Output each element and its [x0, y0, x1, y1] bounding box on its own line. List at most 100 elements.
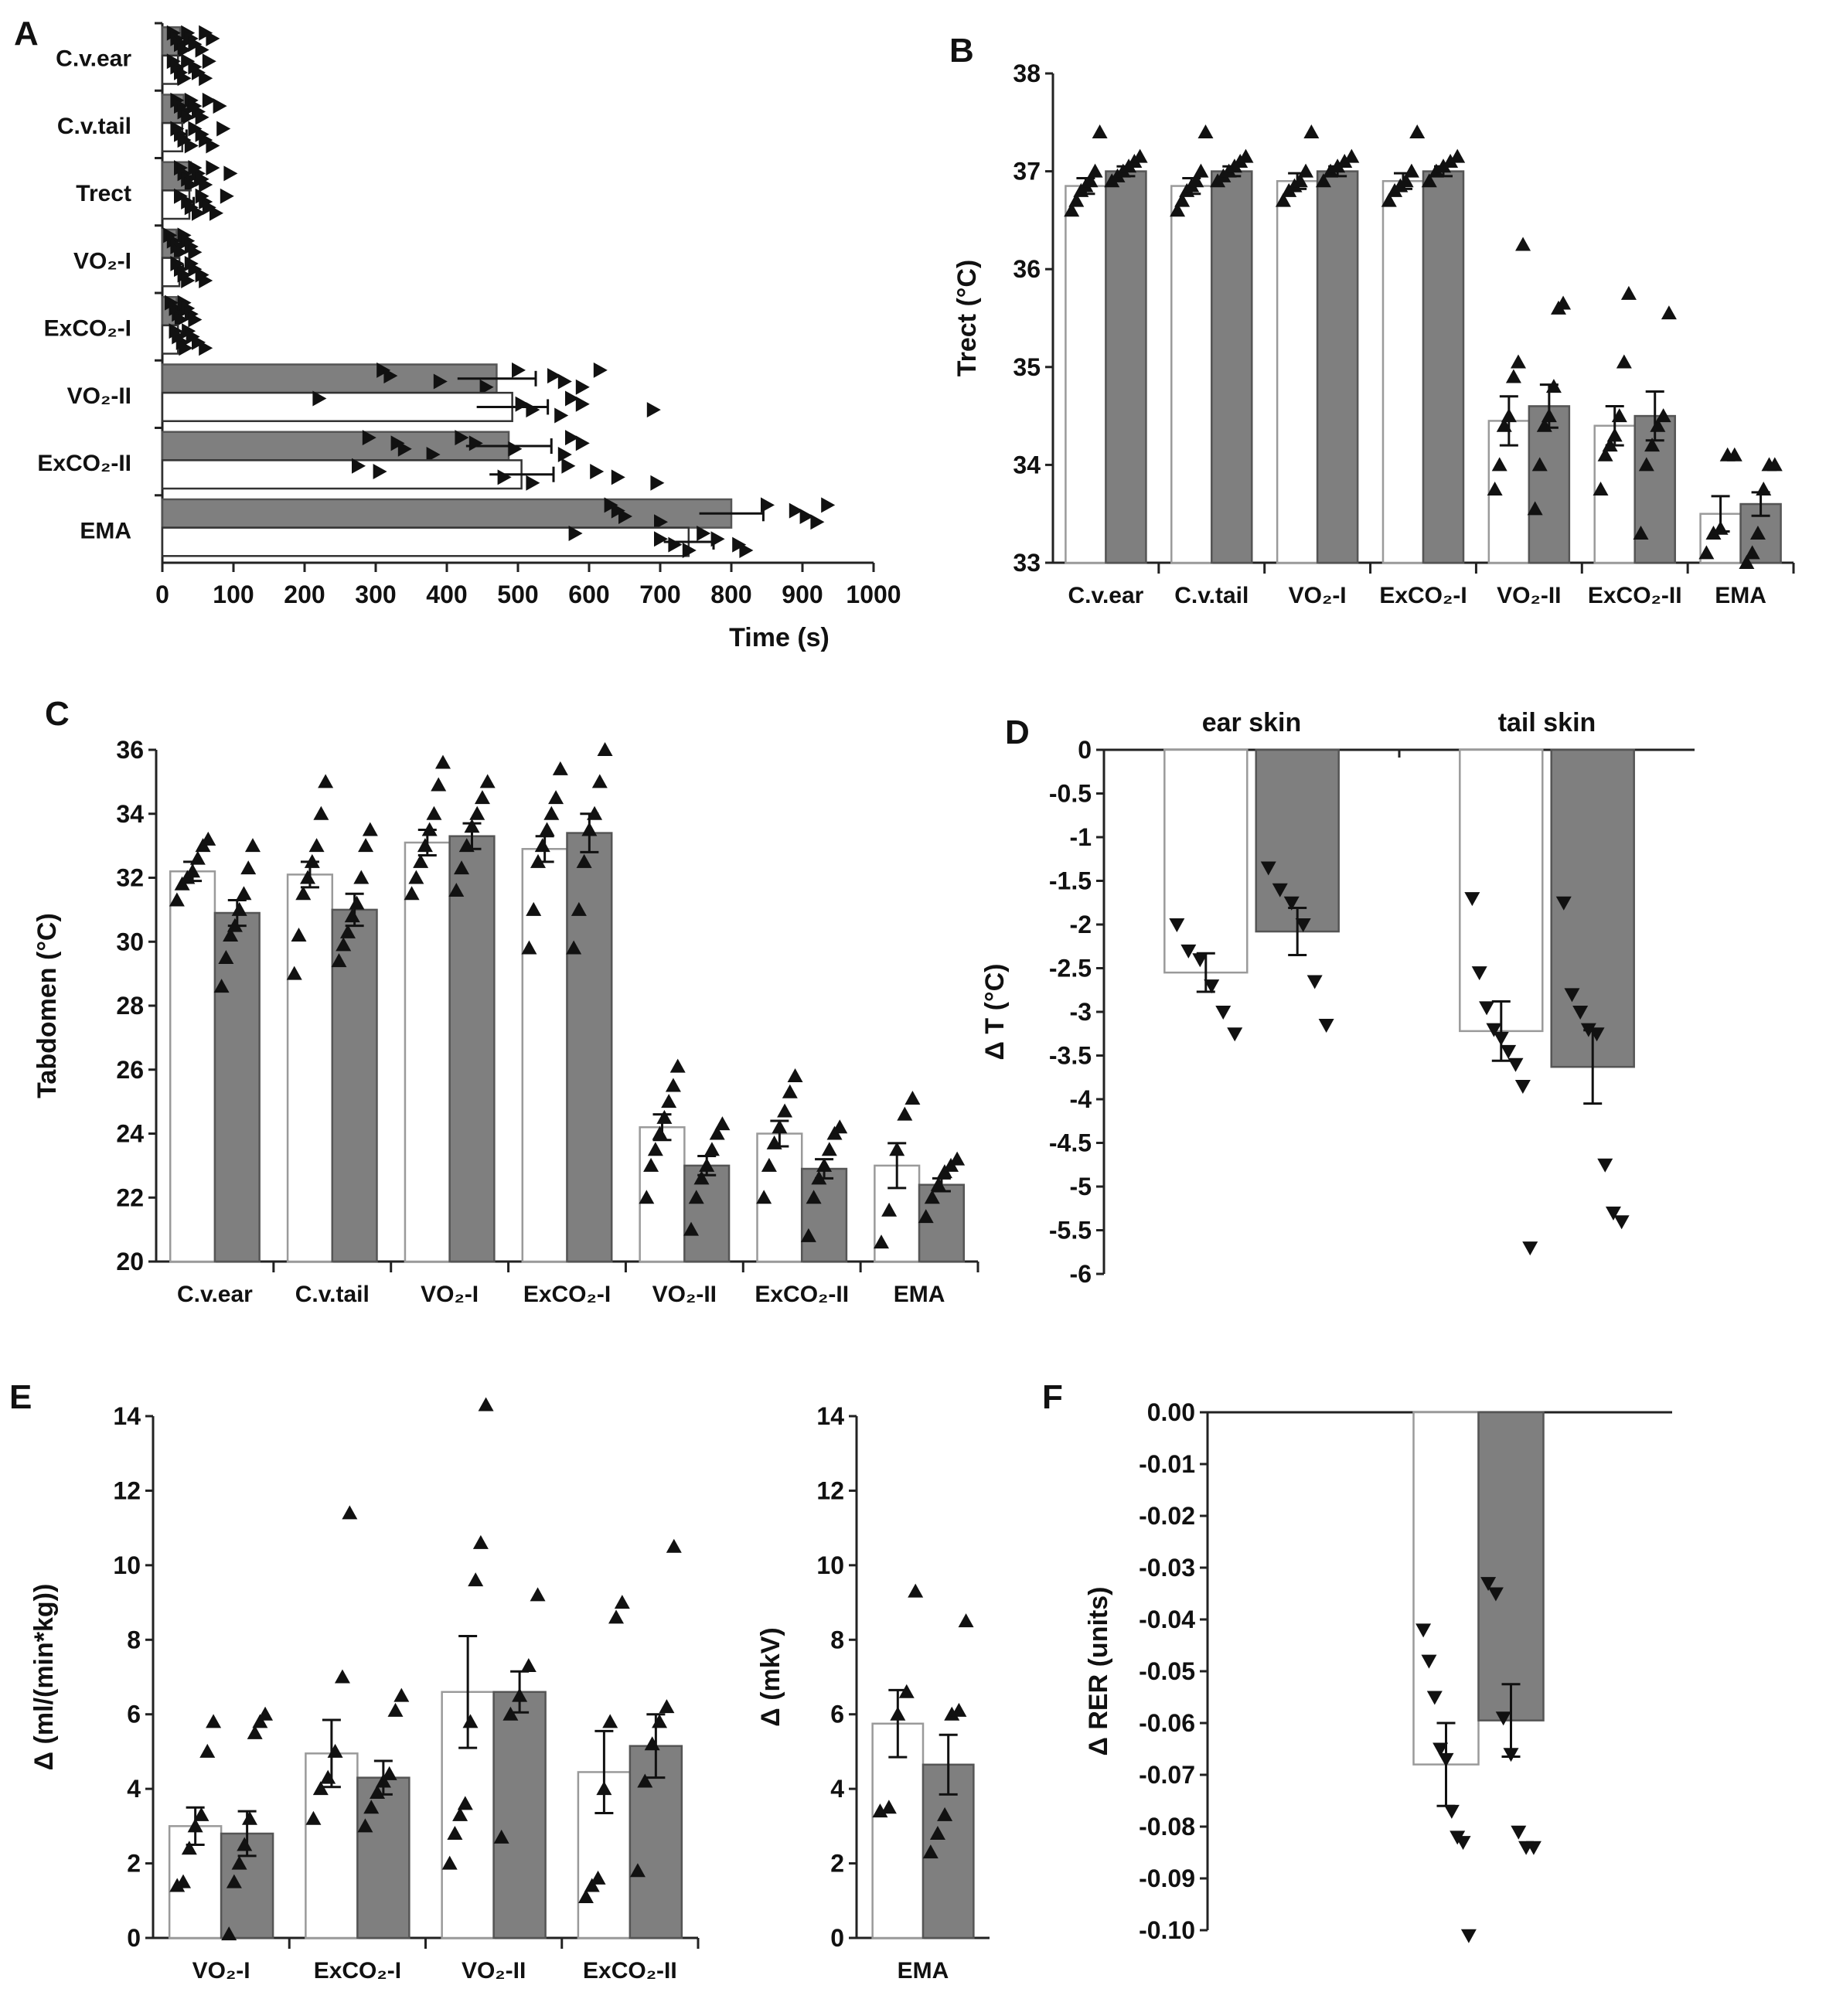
- bar-filled: [356, 1776, 411, 1939]
- category-label: ExCO₂-II: [37, 451, 131, 476]
- data-point: [654, 514, 668, 530]
- data-point: [766, 1135, 782, 1149]
- bar-open: [1163, 748, 1249, 974]
- data-point: [890, 1706, 906, 1721]
- data-point: [618, 508, 632, 524]
- data-point: [184, 177, 199, 193]
- data-point: [1174, 192, 1191, 207]
- data-point: [1487, 1587, 1504, 1602]
- category-label: VO₂-I: [73, 248, 131, 274]
- data-point: [898, 1684, 915, 1698]
- data-point: [199, 25, 213, 41]
- data-point: [530, 853, 546, 868]
- data-point: [1602, 438, 1618, 452]
- y-tick-label: 22: [116, 1183, 144, 1211]
- data-point: [1415, 1623, 1432, 1638]
- data-point: [810, 514, 825, 530]
- data-point: [1650, 417, 1666, 432]
- data-point: [362, 822, 378, 836]
- data-point: [666, 1538, 682, 1553]
- data-point: [1525, 1841, 1542, 1855]
- data-point: [1188, 173, 1204, 188]
- data-point: [286, 965, 302, 980]
- data-point: [417, 838, 433, 853]
- data-point: [591, 774, 608, 788]
- y-tick-label: 10: [113, 1551, 141, 1579]
- y-tick-label: -1: [1070, 823, 1092, 851]
- data-point: [575, 435, 590, 451]
- x-tick-label: 200: [284, 581, 325, 608]
- bar-filled: [448, 835, 496, 1263]
- data-point: [604, 497, 618, 513]
- data-point: [881, 1800, 897, 1814]
- data-point: [918, 1209, 934, 1224]
- y-tick-label: 37: [1013, 158, 1041, 186]
- data-point: [408, 870, 424, 884]
- panel-label: D: [1005, 713, 1030, 751]
- y-tick-label: 20: [116, 1248, 144, 1275]
- data-point: [874, 1234, 890, 1249]
- category-label: C.v.ear: [56, 46, 131, 72]
- data-point: [1260, 861, 1276, 876]
- data-point: [646, 402, 661, 418]
- y-tick-label: 0.00: [1147, 1398, 1195, 1426]
- category-label: ExCO₂-II: [583, 1958, 677, 1984]
- bar-filled: [1550, 748, 1635, 1068]
- data-point: [577, 1888, 594, 1903]
- data-point: [479, 774, 496, 788]
- y-tick-label: 14: [113, 1402, 141, 1430]
- y-tick-label: -0.04: [1139, 1606, 1195, 1633]
- data-point: [1522, 1241, 1538, 1256]
- data-point: [474, 790, 490, 805]
- data-point: [1491, 457, 1507, 472]
- data-point: [688, 1190, 704, 1204]
- y-tick-label: -3: [1070, 998, 1092, 1026]
- data-point: [433, 373, 448, 390]
- data-point: [188, 244, 203, 261]
- data-point: [472, 1534, 489, 1549]
- data-point: [200, 831, 216, 846]
- data-point: [1479, 1001, 1495, 1016]
- data-point: [1541, 408, 1557, 423]
- data-point: [789, 502, 803, 519]
- data-point: [187, 1818, 203, 1833]
- data-point: [452, 1807, 468, 1821]
- data-point: [703, 1142, 720, 1156]
- bar-filled: [1255, 748, 1340, 933]
- data-point: [782, 1084, 798, 1098]
- data-point: [806, 1190, 822, 1204]
- data-point: [665, 1078, 681, 1092]
- data-point: [1398, 173, 1414, 188]
- data-point: [344, 908, 360, 923]
- data-point: [1298, 163, 1314, 178]
- data-point: [1712, 520, 1729, 535]
- data-point: [421, 822, 438, 836]
- data-point: [199, 272, 213, 288]
- data-point: [949, 1151, 966, 1166]
- data-point: [554, 407, 569, 424]
- data-point: [1471, 966, 1487, 981]
- data-point: [1486, 1023, 1502, 1037]
- data-point: [468, 1572, 484, 1587]
- y-tick-label: 35: [1013, 353, 1041, 381]
- data-point: [185, 863, 201, 878]
- data-point: [206, 138, 220, 154]
- data-point: [597, 742, 613, 756]
- category-label: C.v.ear: [1068, 583, 1144, 608]
- data-point: [252, 1714, 268, 1728]
- data-point: [462, 1714, 479, 1728]
- data-point: [336, 937, 352, 952]
- data-point: [575, 396, 590, 412]
- data-point: [714, 1116, 731, 1131]
- data-point: [241, 1810, 257, 1825]
- bar-filled: [492, 1691, 547, 1939]
- data-point: [1197, 124, 1214, 138]
- data-point: [370, 1784, 386, 1799]
- data-point: [373, 464, 387, 480]
- data-point: [1092, 124, 1108, 138]
- y-tick-label: 2: [127, 1850, 141, 1878]
- panel-label: A: [14, 15, 39, 53]
- data-point: [552, 761, 568, 775]
- data-point: [1487, 482, 1503, 496]
